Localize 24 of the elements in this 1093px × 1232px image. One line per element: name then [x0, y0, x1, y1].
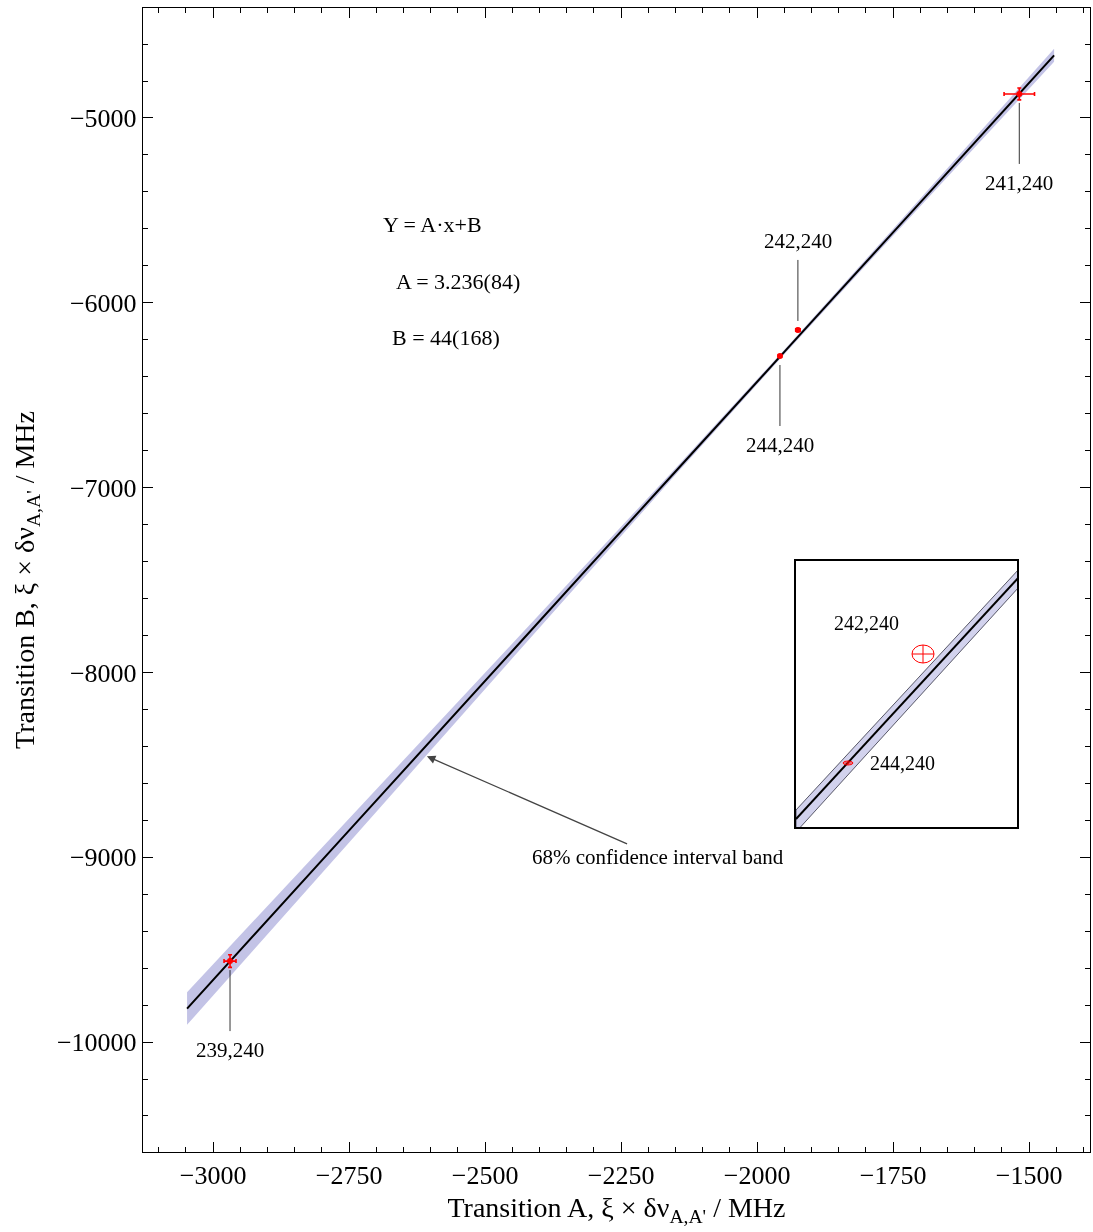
annotation: Y = A·x+B — [383, 212, 482, 237]
y-tick-label: −8000 — [69, 658, 137, 688]
x-tick-label: −1500 — [995, 1161, 1063, 1191]
annotation: 244,240 — [870, 752, 935, 774]
annotation: 239,240 — [196, 1038, 265, 1062]
x-tick-label: −2500 — [451, 1161, 519, 1191]
annotation: 242,240 — [764, 229, 833, 253]
x-axis-title: Transition A, ξ × δν$_{A,A'}$ / MHz — [447, 1192, 786, 1228]
y-tick-label: −6000 — [69, 288, 137, 318]
annotation: A = 3.236(84) — [396, 269, 521, 294]
annotation: 241,240 — [985, 171, 1054, 195]
annotation: 68% confidence interval band — [532, 845, 784, 869]
y-tick-label: −5000 — [69, 104, 137, 134]
x-tick-label: −2250 — [587, 1161, 655, 1191]
y-tick-label: −7000 — [69, 473, 137, 503]
y-tick-label: −9000 — [69, 843, 137, 873]
annotation: 242,240 — [834, 612, 899, 634]
y-tick-label: −10000 — [56, 1028, 137, 1058]
x-tick-label: −2000 — [723, 1161, 791, 1191]
annotation: B = 44(168) — [392, 325, 500, 350]
x-tick-label: −2750 — [315, 1161, 383, 1191]
x-tick-label: −1750 — [859, 1161, 927, 1191]
x-tick-label: −3000 — [179, 1161, 247, 1191]
annotation: 244,240 — [746, 433, 815, 457]
